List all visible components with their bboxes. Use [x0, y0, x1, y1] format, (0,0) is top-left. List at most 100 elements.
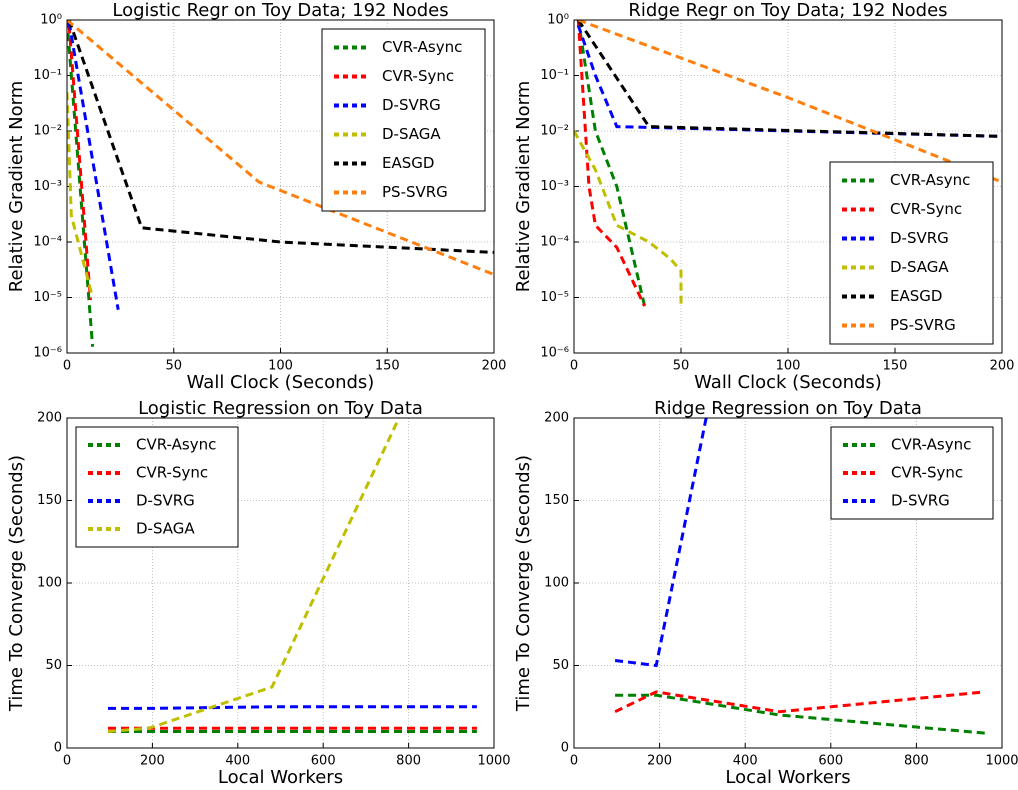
- y-tick-label: 10⁰: [547, 13, 569, 28]
- series-line: [576, 20, 647, 307]
- x-tick-label: 1000: [985, 754, 1018, 769]
- series-line: [614, 690, 986, 714]
- x-tick-label: 50: [165, 359, 182, 374]
- legend-label: D-SVRG: [891, 492, 950, 510]
- series-line: [67, 25, 92, 301]
- series-line: [574, 130, 683, 307]
- x-tick-label: 800: [396, 754, 421, 769]
- y-tick-label: 10⁰: [40, 13, 62, 28]
- y-tick-label: 10⁻⁵: [33, 290, 62, 305]
- series-line: [576, 20, 646, 307]
- x-axis-label: Wall Clock (Seconds): [187, 372, 375, 393]
- legend-box: [321, 28, 486, 212]
- legend-label: CVR-Async: [890, 171, 970, 189]
- x-axis-label: Local Workers: [218, 767, 343, 788]
- plot-frame: [66, 19, 495, 354]
- chart-title: Ridge Regr on Toy Data; 192 Nodes: [628, 0, 947, 21]
- y-tick-label: 150: [544, 493, 569, 508]
- x-tick-label: 800: [904, 754, 929, 769]
- series-line: [67, 20, 494, 276]
- x-tick-label: 400: [733, 754, 758, 769]
- legend: CVR-Async CVR-Sync D-SVRG: [830, 426, 994, 520]
- x-tick-label: 0: [570, 754, 578, 769]
- y-tick-label: 10⁻⁵: [540, 290, 569, 305]
- y-tick-label: 50: [45, 658, 62, 673]
- legend-label: EASGD: [382, 154, 434, 172]
- x-tick-label: 200: [140, 754, 165, 769]
- x-tick-label: 400: [225, 754, 250, 769]
- series-line: [615, 693, 986, 735]
- y-tick-label: 200: [37, 411, 62, 426]
- legend-label: CVR-Sync: [136, 464, 208, 482]
- y-axis-label: Time To Converge (Seconds): [6, 455, 27, 712]
- panel: 0 200 400 600 800 1000 0 50 100 150 200 Logistic Re…: [6, 398, 511, 788]
- legend: CVR-Async CVR-Sync D-SVRG D-SAGA EASGD PS-SVR…: [321, 28, 486, 212]
- legend-label: PS-SVRG: [382, 183, 448, 201]
- x-tick-label: 50: [673, 359, 690, 374]
- y-tick-label: 10⁻²: [540, 124, 569, 139]
- y-tick-label: 100: [37, 576, 62, 591]
- x-tick-label: 150: [375, 359, 400, 374]
- legend-box: [830, 426, 994, 520]
- x-tick-label: 0: [570, 359, 578, 374]
- legend-label: D-SVRG: [382, 96, 441, 114]
- y-tick-label: 150: [37, 493, 62, 508]
- y-tick-label: 10⁻⁴: [540, 235, 569, 250]
- legend-label: D-SAGA: [890, 258, 949, 276]
- chart-title: Ridge Regression on Toy Data: [654, 398, 922, 419]
- series-line: [577, 20, 1002, 138]
- x-tick-label: 600: [818, 754, 843, 769]
- legend-label: D-SVRG: [890, 229, 949, 247]
- y-tick-label: 10⁻³: [33, 179, 62, 194]
- series-line: [67, 20, 494, 254]
- x-tick-label: 200: [482, 359, 507, 374]
- series-line: [107, 418, 401, 733]
- legend-label: D-SAGA: [136, 520, 195, 538]
- y-tick-label: 200: [544, 411, 569, 426]
- x-axis-label: Local Workers: [725, 767, 850, 788]
- legend-label: CVR-Async: [382, 38, 462, 56]
- series-line: [67, 20, 95, 347]
- y-tick-label: 100: [544, 576, 569, 591]
- legend-label: CVR-Async: [136, 436, 216, 454]
- panel: 0 50 100 150 200 10⁻⁶ 10⁻⁵ 10⁻⁴ 10⁻³ 10⁻² 10⁻¹ 10⁰ R…: [513, 0, 1014, 393]
- plot-frame: [573, 417, 1003, 749]
- legend-label: D-SAGA: [382, 125, 441, 143]
- series-line: [108, 705, 477, 710]
- x-axis-label: Wall Clock (Seconds): [694, 372, 882, 393]
- chart-title: Logistic Regr on Toy Data; 192 Nodes: [112, 0, 448, 21]
- y-tick-label: 10⁻¹: [33, 68, 62, 83]
- y-tick-label: 10⁻²: [33, 124, 62, 139]
- y-axis-label: Time To Converge (Seconds): [513, 455, 534, 712]
- x-tick-label: 1000: [477, 754, 510, 769]
- series-line: [577, 20, 1002, 184]
- legend-label: PS-SVRG: [890, 316, 956, 334]
- x-tick-label: 0: [63, 754, 71, 769]
- legend-box: [75, 426, 239, 548]
- legend-label: EASGD: [890, 287, 942, 305]
- series-line: [67, 92, 95, 298]
- panel: 0 200 400 600 800 1000 0 50 100 150 200 Ridge Regre…: [513, 398, 1018, 788]
- panel: 0 50 100 150 200 10⁻⁶ 10⁻⁵ 10⁻⁴ 10⁻³ 10⁻² 10⁻¹ 10⁰ L…: [6, 0, 506, 393]
- plot-frame: [573, 19, 1003, 354]
- legend-label: CVR-Sync: [891, 464, 963, 482]
- legend: CVR-Async CVR-Sync D-SVRG D-SAGA: [75, 426, 239, 548]
- y-tick-label: 10⁻⁶: [540, 346, 569, 361]
- x-tick-label: 200: [990, 359, 1015, 374]
- y-tick-label: 10⁻³: [540, 179, 569, 194]
- legend-label: CVR-Sync: [382, 67, 454, 85]
- legend-box: [829, 161, 994, 345]
- y-axis-label: Relative Gradient Norm: [513, 81, 534, 292]
- y-tick-label: 0: [54, 741, 62, 756]
- y-axis-label: Relative Gradient Norm: [6, 81, 27, 292]
- chart-title: Logistic Regression on Toy Data: [138, 398, 423, 419]
- x-tick-label: 150: [883, 359, 908, 374]
- y-tick-label: 10⁻⁴: [33, 235, 62, 250]
- x-tick-label: 100: [776, 359, 801, 374]
- legend: CVR-Async CVR-Sync D-SVRG D-SAGA EASGD PS-SVR…: [829, 161, 994, 345]
- legend-label: CVR-Async: [891, 436, 971, 454]
- plot-frame: [66, 417, 495, 749]
- series-line: [67, 22, 120, 311]
- x-tick-label: 600: [311, 754, 336, 769]
